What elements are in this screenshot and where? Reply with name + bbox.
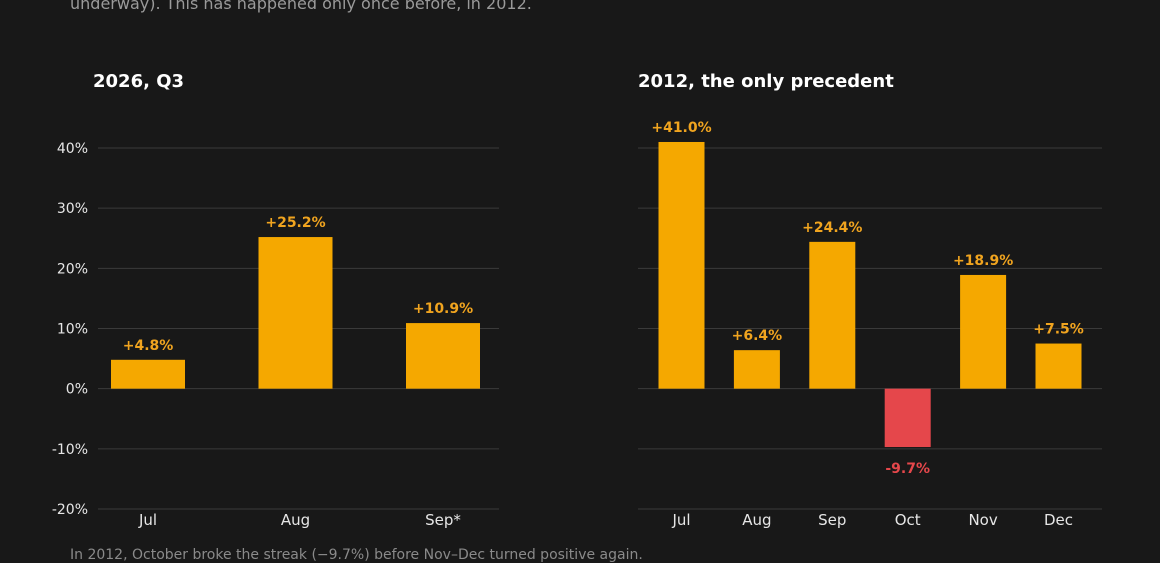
right-data-label: +24.4%: [802, 220, 862, 236]
right-chart-title: 2012, the only precedent: [638, 71, 894, 92]
right-x-tick-label: Sep: [818, 511, 846, 529]
right-data-label: +7.5%: [1033, 322, 1084, 338]
chart-footnote: In 2012, October broke the streak (−9.7%…: [70, 547, 643, 563]
right-bar-nov: [960, 274, 1007, 389]
right-chart-panel: +41.0% Jul +6.4% Aug +24.4% Sep -9.7% Oct +18.9%…: [638, 120, 1102, 529]
right-x-tick-label: Aug: [742, 511, 771, 529]
left-bar-jul: [111, 359, 185, 389]
left-data-label: +25.2%: [265, 215, 325, 231]
right-data-label: +6.4%: [732, 328, 783, 344]
left-y-tick-label: 20%: [57, 261, 88, 277]
left-y-tick-label: -20%: [52, 502, 88, 518]
left-bar-sep: [406, 323, 480, 389]
right-data-label: +18.9%: [953, 253, 1013, 269]
right-bar-sep: [809, 241, 856, 389]
left-chart-panel: -20% -10% 0% 10% 20% 30% 40% +4.8% Jul +25.2% Aug +…: [52, 141, 499, 529]
right-bar-dec: [1035, 343, 1082, 389]
left-y-tick-label: -10%: [52, 442, 88, 458]
right-x-tick-label: Dec: [1044, 511, 1073, 529]
left-y-tick-label: 30%: [57, 201, 88, 217]
chart-subtitle: underway). This has happened only once b…: [70, 0, 532, 13]
left-y-tick-label: 40%: [57, 141, 88, 157]
left-bar-aug: [258, 237, 333, 389]
left-x-tick-label: Sep*: [425, 511, 461, 529]
left-x-tick-label: Aug: [281, 511, 310, 529]
right-bar-jul: [658, 141, 705, 389]
left-chart-title: 2026, Q3: [93, 71, 185, 92]
right-bar-oct: [884, 388, 931, 448]
right-bar-aug: [733, 350, 780, 389]
left-data-label: +10.9%: [413, 301, 473, 317]
right-x-tick-label: Jul: [671, 511, 690, 529]
left-y-tick-label: 10%: [57, 322, 88, 338]
left-y-tick-label: 0%: [66, 382, 88, 398]
right-x-tick-label: Oct: [895, 511, 921, 529]
right-x-tick-label: Nov: [968, 511, 997, 529]
right-data-label: -9.7%: [885, 461, 930, 477]
left-x-tick-label: Jul: [138, 511, 157, 529]
right-data-label: +41.0%: [651, 120, 711, 136]
left-data-label: +4.8%: [123, 338, 174, 354]
